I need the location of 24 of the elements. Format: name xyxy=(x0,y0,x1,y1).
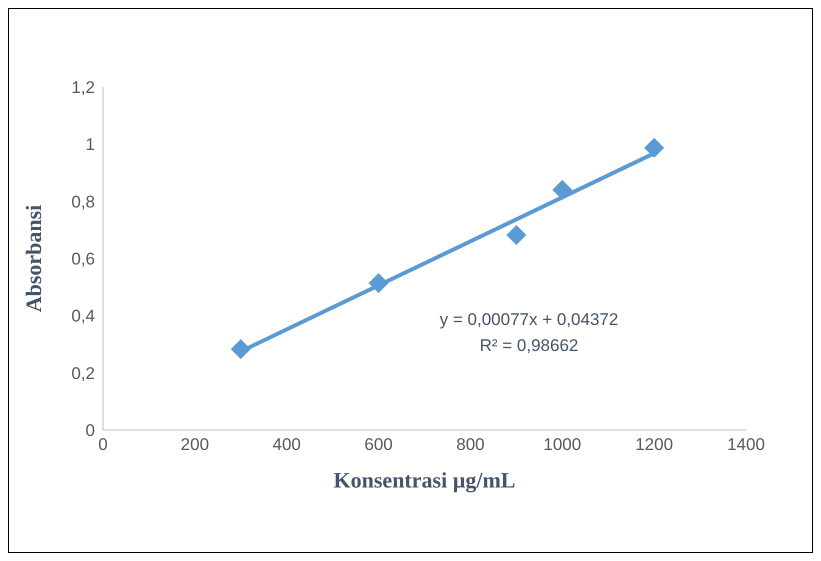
y-tick-label: 0,8 xyxy=(71,192,95,212)
x-tick-label: 1000 xyxy=(543,435,582,454)
y-tick-label: 0,2 xyxy=(71,364,95,383)
x-tick-label: 1400 xyxy=(727,435,765,454)
annotation: y = 0,00077x + 0,04372 xyxy=(438,309,620,331)
x-tick-label: 1200 xyxy=(635,435,674,454)
x-tick-label: 600 xyxy=(364,435,393,454)
point xyxy=(552,180,572,200)
point xyxy=(644,138,664,158)
y-tick-label: 1,2 xyxy=(71,78,95,98)
x-tick-label: 200 xyxy=(180,435,210,454)
x-tick-label: 400 xyxy=(272,435,301,454)
x-tick-label: 0 xyxy=(98,435,108,454)
y-tick-label: 0 xyxy=(86,421,95,440)
x-tick-label: 800 xyxy=(456,435,485,454)
x-axis-title: Konsentrasi µg/mL xyxy=(334,468,516,493)
point xyxy=(368,273,389,294)
point xyxy=(230,339,251,360)
annotation: R² = 0,98662 xyxy=(478,335,580,357)
point xyxy=(506,225,526,246)
y-tick-label: 0,4 xyxy=(71,306,95,326)
y-tick-label: 0,6 xyxy=(71,250,95,269)
y-axis-title: Absorbansi xyxy=(20,204,46,312)
y-tick-label: 1 xyxy=(86,135,95,154)
